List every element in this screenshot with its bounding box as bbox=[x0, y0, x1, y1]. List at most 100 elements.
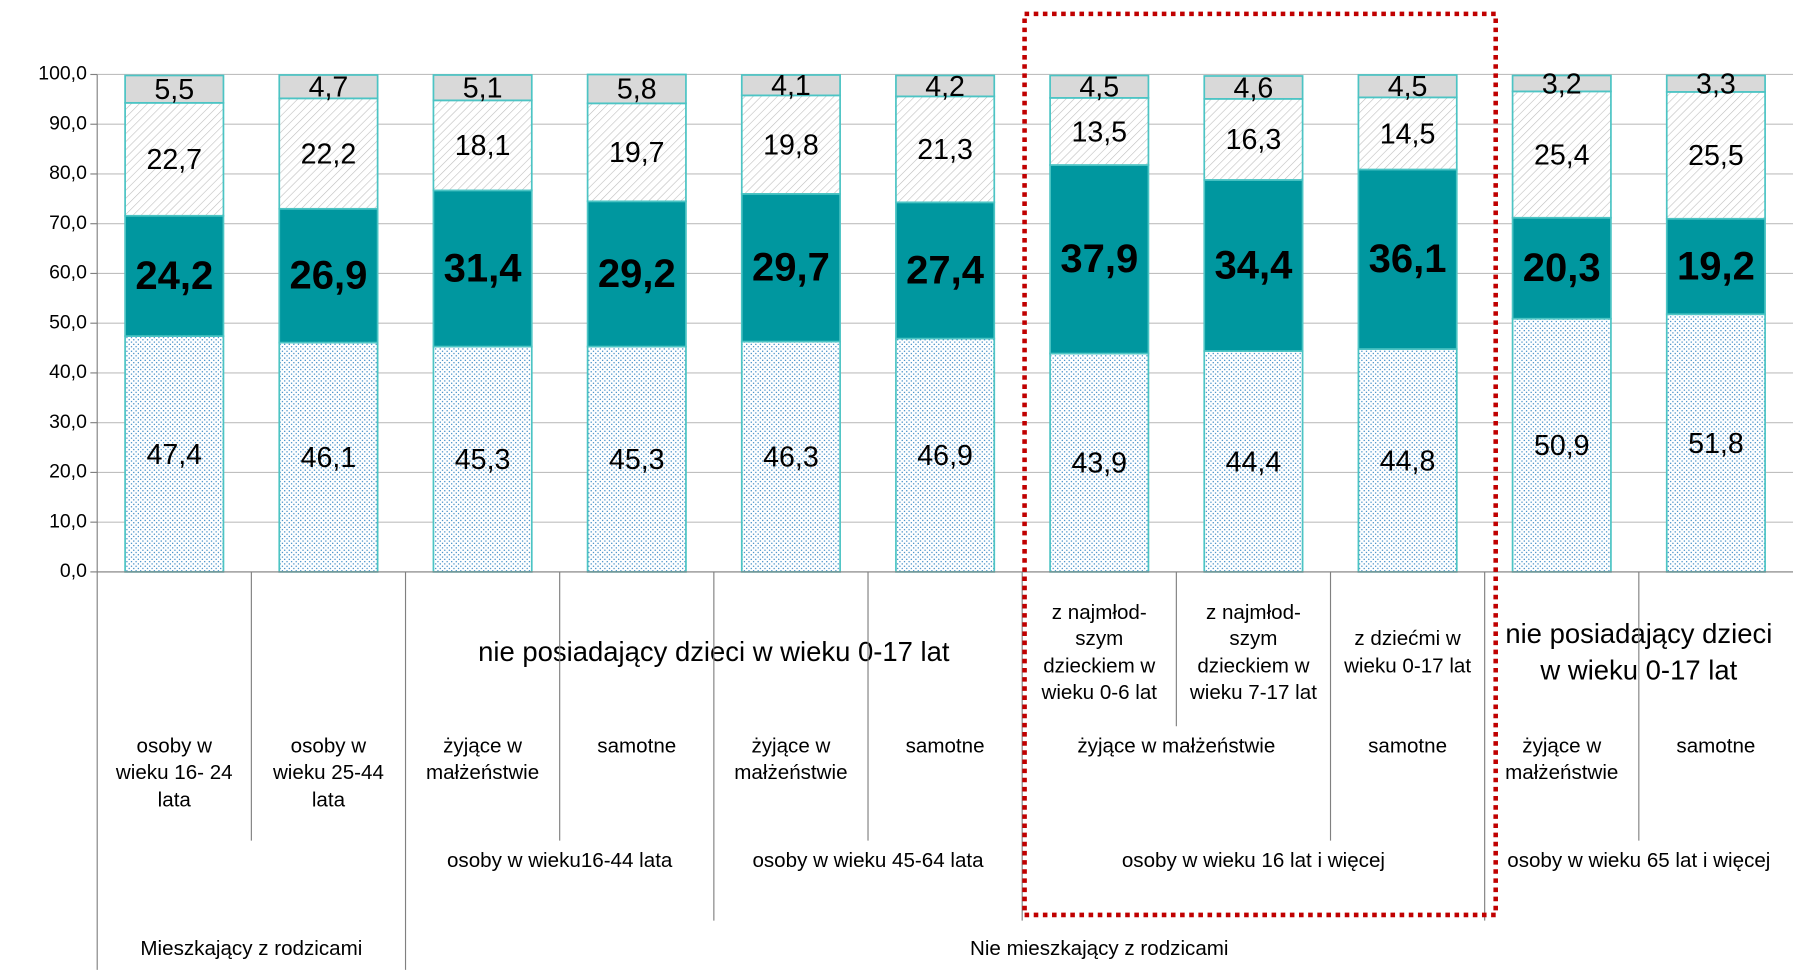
category-label: żyjące w małżeństwie bbox=[1077, 734, 1276, 758]
data-label: 19,2 bbox=[1677, 244, 1755, 288]
data-label: 26,9 bbox=[289, 254, 367, 298]
bar-segment bbox=[1357, 348, 1458, 573]
category-label: żyjące w małżeństwie bbox=[734, 734, 848, 784]
data-label: 25,5 bbox=[1688, 140, 1744, 172]
data-label: 34,4 bbox=[1214, 243, 1293, 287]
category-cell: osoby w wieku 65 lat i więcej bbox=[1507, 849, 1770, 872]
bar-segment bbox=[432, 189, 533, 348]
data-label: 31,4 bbox=[444, 246, 523, 290]
category-label: z najmłod-szym dzieckiem w wieku 0-6 lat bbox=[1041, 600, 1158, 704]
category-cell: osoby w wieku16-44 lata bbox=[446, 848, 673, 872]
bar-segment bbox=[124, 335, 225, 573]
data-label: 25,4 bbox=[1534, 139, 1590, 171]
category-cell: samotne bbox=[1676, 734, 1756, 758]
category-label: żyjące w małżeństwie bbox=[425, 734, 540, 784]
data-label: 37,9 bbox=[1060, 237, 1138, 281]
data-label: 27,4 bbox=[906, 248, 985, 292]
data-label: 46,9 bbox=[917, 440, 973, 472]
y-tick-label: 0,0 bbox=[60, 560, 87, 582]
data-label: 51,8 bbox=[1688, 428, 1744, 460]
bar-segment bbox=[740, 74, 841, 97]
data-label: 4,7 bbox=[309, 72, 349, 104]
category-label: z dziećmi w wieku 0-17 lat bbox=[1344, 626, 1472, 677]
bar-segment bbox=[1665, 74, 1766, 93]
bar-segment bbox=[586, 345, 687, 573]
bar-segment bbox=[740, 193, 841, 343]
data-label: 22,2 bbox=[301, 138, 357, 170]
data-label: 13,5 bbox=[1071, 116, 1127, 148]
data-label: 20,3 bbox=[1523, 246, 1601, 290]
category-label: osoby w wieku 16 lat i więcej bbox=[1121, 848, 1385, 872]
category-cell: z dziećmi w wieku 0-17 lat bbox=[1344, 626, 1472, 677]
bar-segment bbox=[278, 74, 379, 100]
data-label: 4,2 bbox=[925, 71, 965, 103]
bar-segment bbox=[1049, 352, 1150, 573]
bar-segment bbox=[124, 101, 225, 217]
bar-segment bbox=[1511, 90, 1612, 219]
category-label: z najmłod-szym dzieckiem w wieku 7-17 la… bbox=[1189, 600, 1317, 704]
y-tick-label: 10,0 bbox=[49, 510, 87, 532]
category-cell: z najmłod-szym dzieckiem w wieku 7-17 la… bbox=[1189, 600, 1317, 704]
category-label: osoby w wieku 25-44 lata bbox=[272, 734, 384, 811]
data-label: 22,7 bbox=[146, 144, 202, 176]
data-label: 46,1 bbox=[301, 442, 357, 474]
bar-segment bbox=[1357, 74, 1458, 99]
data-label: 5,1 bbox=[463, 73, 503, 105]
data-label: 3,2 bbox=[1542, 68, 1582, 100]
category-cell: żyjące w małżeństwie bbox=[1505, 734, 1619, 784]
data-label: 36,1 bbox=[1369, 237, 1447, 281]
category-cell: samotne bbox=[597, 734, 676, 757]
y-tick-label: 20,0 bbox=[49, 461, 87, 483]
bar-segment bbox=[124, 214, 225, 337]
data-label: 50,9 bbox=[1534, 430, 1590, 462]
data-label: 19,8 bbox=[763, 129, 819, 161]
category-cell: Nie mieszkający z rodzicami bbox=[970, 936, 1229, 959]
bar-segment bbox=[895, 337, 996, 573]
bar-segment bbox=[278, 97, 379, 210]
data-label: 3,3 bbox=[1696, 69, 1736, 101]
category-cell: żyjące w małżeństwie bbox=[1077, 734, 1276, 758]
data-label: 46,3 bbox=[763, 442, 819, 474]
category-label: osoby w wieku16-44 lata bbox=[446, 848, 673, 872]
bar-segment bbox=[432, 74, 533, 102]
data-label: 21,3 bbox=[917, 134, 973, 166]
bar-segment bbox=[586, 102, 687, 203]
category-label: samotne bbox=[1676, 734, 1756, 758]
category-cell: żyjące w małżeństwie bbox=[734, 734, 848, 784]
data-label: 4,5 bbox=[1388, 71, 1428, 103]
data-label: 24,2 bbox=[135, 254, 213, 298]
data-label: 4,5 bbox=[1079, 72, 1119, 104]
bar-segment bbox=[278, 207, 379, 344]
data-label: 19,7 bbox=[609, 137, 665, 169]
data-label: 18,1 bbox=[455, 130, 511, 162]
data-label: 45,3 bbox=[455, 444, 511, 476]
category-label: Mieszkający z rodzicami bbox=[140, 936, 363, 960]
bar-segment bbox=[586, 200, 687, 348]
bar-segment bbox=[278, 341, 379, 573]
bar-segment bbox=[740, 94, 841, 195]
y-tick-label: 30,0 bbox=[49, 411, 87, 433]
bar-segment bbox=[432, 99, 533, 192]
bar-segment bbox=[1203, 98, 1304, 181]
category-cell: osoby w wieku 45-64 lata bbox=[752, 848, 984, 872]
category-cell: Mieszkający z rodzicami bbox=[140, 936, 363, 960]
bar-segment bbox=[1049, 164, 1150, 355]
category-cell: z najmłod-szym dzieckiem w wieku 0-6 lat bbox=[1041, 600, 1158, 704]
category-cell: osoby w wieku 16 lat i więcej bbox=[1121, 848, 1385, 872]
bar-segment bbox=[1511, 317, 1612, 573]
bar-segment bbox=[124, 74, 225, 104]
category-cell: żyjące w małżeństwie bbox=[425, 734, 540, 784]
bar-segment bbox=[895, 74, 996, 98]
data-label: 44,4 bbox=[1226, 446, 1282, 478]
y-tick-label: 100,0 bbox=[38, 63, 87, 85]
bar-segment bbox=[586, 73, 687, 105]
bar-segment bbox=[1203, 350, 1304, 573]
data-label: 5,5 bbox=[154, 74, 194, 106]
category-label: żyjące w małżeństwie bbox=[1505, 734, 1619, 784]
category-cell: osoby w wieku 16- 24 lata bbox=[116, 734, 233, 810]
category-label: samotne bbox=[1368, 734, 1448, 758]
data-label: 4,1 bbox=[771, 70, 811, 102]
category-label: osoby w wieku 45-64 lata bbox=[752, 848, 984, 872]
data-label: 4,6 bbox=[1234, 72, 1274, 104]
